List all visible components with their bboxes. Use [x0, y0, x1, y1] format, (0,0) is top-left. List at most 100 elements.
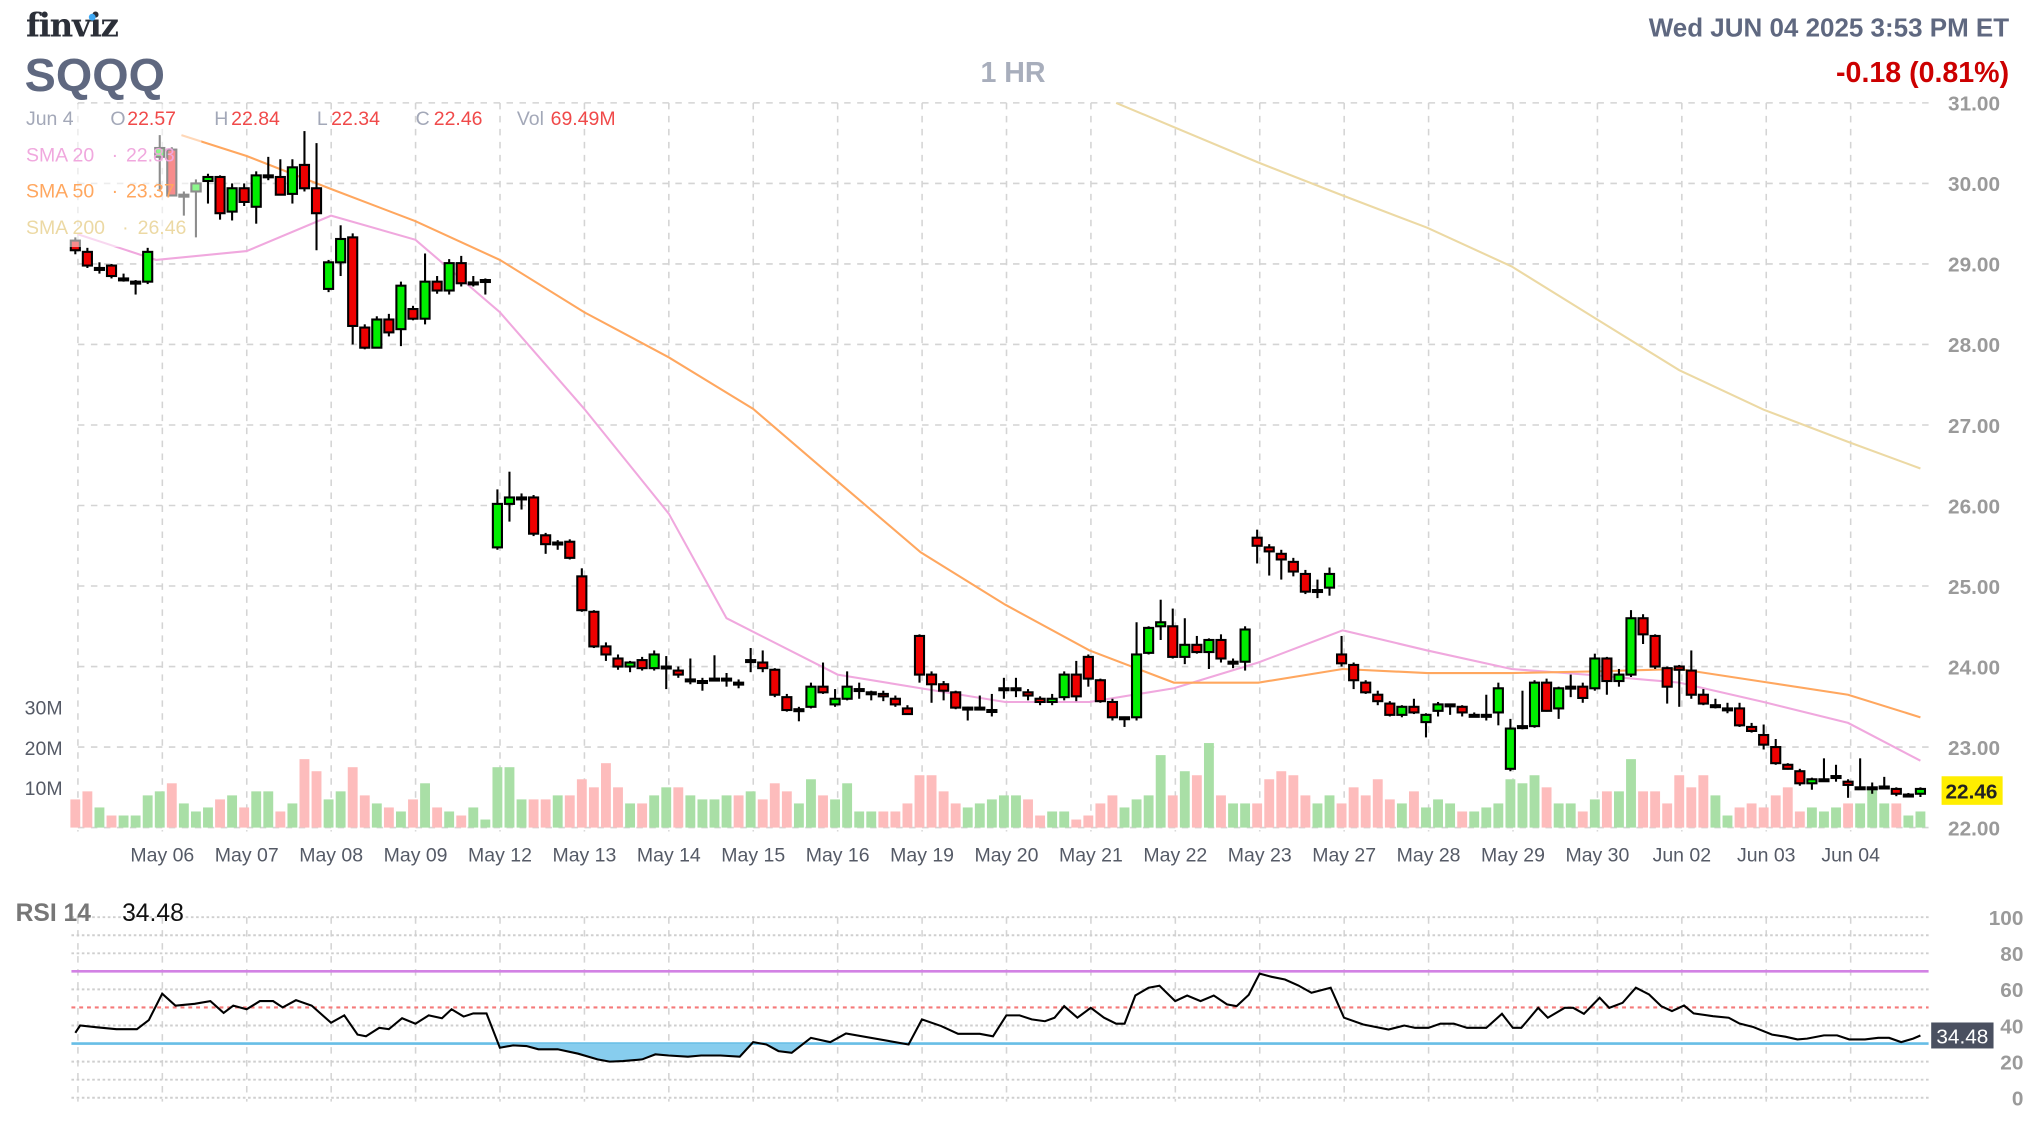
candle[interactable]	[1685, 650, 1697, 699]
candle[interactable]	[1034, 696, 1046, 706]
candle[interactable]	[81, 247, 93, 268]
candle[interactable]	[479, 278, 491, 295]
candle[interactable]	[1323, 567, 1336, 596]
candle[interactable]	[1468, 712, 1480, 718]
candle[interactable]	[1794, 768, 1806, 786]
candle[interactable]	[1408, 698, 1420, 715]
candle[interactable]	[913, 634, 926, 683]
candlesticks[interactable]	[69, 131, 1927, 798]
candle[interactable]	[431, 276, 443, 294]
candle[interactable]	[1914, 787, 1927, 797]
candle[interactable]	[1661, 666, 1673, 704]
candle[interactable]	[515, 493, 528, 510]
candle[interactable]	[286, 159, 298, 204]
candle[interactable]	[612, 654, 624, 670]
candle[interactable]	[1577, 682, 1589, 703]
candle[interactable]	[1444, 703, 1456, 715]
candle[interactable]	[576, 568, 588, 612]
candle[interactable]	[1094, 678, 1106, 703]
candle[interactable]	[407, 305, 419, 321]
candle[interactable]	[1565, 674, 1577, 698]
candle[interactable]	[214, 175, 226, 220]
candle[interactable]	[226, 183, 238, 221]
candle[interactable]	[1878, 776, 1890, 790]
candle[interactable]	[962, 706, 974, 721]
candle[interactable]	[745, 648, 757, 673]
candle[interactable]	[1613, 668, 1625, 687]
candle[interactable]	[1299, 569, 1311, 595]
candle[interactable]	[805, 682, 817, 709]
candle[interactable]	[1191, 635, 1203, 654]
candle[interactable]	[1709, 698, 1722, 709]
candle[interactable]	[1601, 656, 1613, 695]
candle[interactable]	[1818, 758, 1830, 783]
candle[interactable]	[1143, 626, 1155, 655]
candle[interactable]	[1528, 680, 1541, 728]
candle[interactable]	[841, 671, 853, 701]
candle[interactable]	[1251, 529, 1263, 564]
candle[interactable]	[1106, 698, 1119, 721]
candle[interactable]	[1287, 557, 1299, 577]
candle[interactable]	[684, 658, 696, 685]
candle[interactable]	[142, 247, 154, 285]
candle[interactable]	[889, 695, 901, 707]
candle[interactable]	[202, 173, 214, 204]
candle[interactable]	[793, 706, 805, 722]
candle[interactable]	[528, 495, 540, 537]
candle[interactable]	[93, 262, 106, 274]
candle[interactable]	[1746, 722, 1758, 733]
candle[interactable]	[1516, 690, 1529, 730]
candle[interactable]	[1046, 693, 1058, 706]
candle[interactable]	[1239, 626, 1251, 671]
candle[interactable]	[1504, 718, 1516, 772]
candle[interactable]	[624, 660, 636, 673]
candle[interactable]	[274, 159, 286, 196]
candle[interactable]	[1167, 608, 1179, 659]
candle[interactable]	[925, 671, 938, 703]
candle[interactable]	[1118, 716, 1131, 727]
candle[interactable]	[757, 650, 769, 673]
candle[interactable]	[1058, 671, 1070, 701]
candle[interactable]	[769, 668, 781, 698]
candle[interactable]	[1782, 763, 1794, 770]
candle[interactable]	[636, 656, 648, 671]
candle[interactable]	[986, 693, 998, 717]
candle[interactable]	[1215, 634, 1227, 663]
candle[interactable]	[1890, 787, 1902, 797]
candle[interactable]	[1625, 610, 1637, 678]
candle[interactable]	[1902, 792, 1914, 798]
candle[interactable]	[1130, 622, 1143, 721]
candle[interactable]	[1155, 599, 1167, 640]
candle[interactable]	[1492, 682, 1504, 726]
candle[interactable]	[1360, 680, 1372, 694]
candle[interactable]	[829, 689, 841, 707]
candle[interactable]	[600, 642, 612, 661]
candle[interactable]	[938, 681, 950, 701]
candle[interactable]	[708, 655, 721, 682]
candle[interactable]	[443, 259, 455, 295]
candle[interactable]	[720, 672, 733, 687]
candle[interactable]	[781, 693, 793, 712]
candle[interactable]	[660, 656, 672, 690]
candle[interactable]	[1432, 701, 1444, 717]
candle[interactable]	[322, 259, 335, 293]
candle[interactable]	[1203, 638, 1215, 669]
candle[interactable]	[130, 280, 142, 295]
candle[interactable]	[1842, 779, 1854, 798]
candle[interactable]	[1649, 634, 1661, 669]
candle[interactable]	[998, 677, 1010, 699]
candle[interactable]	[817, 662, 829, 694]
candle[interactable]	[1263, 544, 1275, 576]
candle[interactable]	[1541, 678, 1553, 712]
candle[interactable]	[238, 183, 250, 206]
candle[interactable]	[310, 143, 323, 251]
candle[interactable]	[1335, 635, 1348, 667]
candle[interactable]	[1022, 689, 1034, 701]
candle[interactable]	[359, 324, 371, 350]
candle[interactable]	[552, 540, 564, 550]
candle[interactable]	[395, 281, 407, 347]
candle[interactable]	[1733, 702, 1746, 727]
candle[interactable]	[950, 690, 962, 710]
candle[interactable]	[455, 255, 467, 287]
candle[interactable]	[1673, 664, 1685, 707]
